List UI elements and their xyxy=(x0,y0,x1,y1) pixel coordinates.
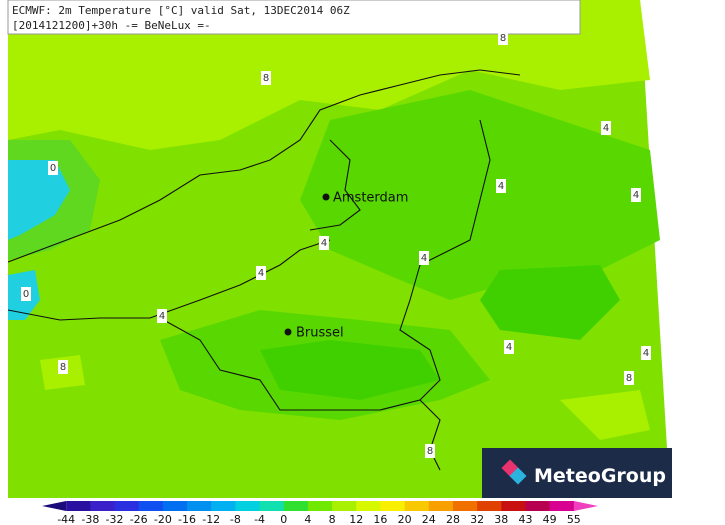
logo-icon xyxy=(501,459,527,485)
colorbar-segment xyxy=(211,501,236,511)
colorbar-segment xyxy=(332,501,357,511)
colorbar-segment xyxy=(283,501,309,511)
contour-label: 4 xyxy=(321,238,327,249)
contour-label: 0 xyxy=(50,163,56,174)
colorbar-tick-label: 20 xyxy=(398,513,412,525)
colorbar-segment xyxy=(162,501,188,511)
map-field xyxy=(7,0,670,498)
colorbar-tick-label: -12 xyxy=(202,513,220,525)
colorbar-segment xyxy=(42,501,67,511)
contour-label: 8 xyxy=(427,446,433,457)
contour-label: 8 xyxy=(626,373,632,384)
colorbar-segment xyxy=(90,501,116,511)
colorbar-segment xyxy=(259,501,285,511)
contour-label-box xyxy=(504,340,514,354)
colorbar-segment xyxy=(138,501,164,511)
city-dot xyxy=(322,193,330,201)
colorbar-segment xyxy=(452,501,478,511)
contour-label: 0 xyxy=(23,289,29,300)
contour-label: 4 xyxy=(159,311,165,322)
contour-label-box xyxy=(601,121,611,135)
colorbar-segment xyxy=(187,501,212,511)
colorbar-tick-label: 55 xyxy=(567,513,581,525)
contour-label-box xyxy=(498,31,508,45)
city-label: Amsterdam xyxy=(333,191,408,206)
colorbar-tick-label: -4 xyxy=(254,513,265,525)
colorbar-segment xyxy=(66,501,91,511)
contour-label-box xyxy=(157,309,167,323)
colorbar-segment xyxy=(404,501,430,511)
contour-label: 4 xyxy=(633,190,639,201)
colorbar-segment xyxy=(235,501,261,511)
colorbar-segment xyxy=(573,501,598,511)
colorbar-tick-label: 8 xyxy=(329,513,336,525)
colorbar-segment xyxy=(549,501,575,511)
contour-label-box xyxy=(319,236,329,250)
contour-label: 4 xyxy=(643,348,649,359)
colorbar-tick-label: -44 xyxy=(57,513,75,525)
colorbar-tick-label: 16 xyxy=(373,513,387,525)
colorbar-tick-label: -38 xyxy=(81,513,99,525)
contour-label-box xyxy=(496,179,506,193)
colorbar-tick-label: 43 xyxy=(518,513,532,525)
colorbar-tick-label: 28 xyxy=(446,513,460,525)
colorbar-segment xyxy=(428,501,454,511)
colorbar-tick-label: -16 xyxy=(178,513,196,525)
colorbar-segment xyxy=(307,501,333,511)
colorbar-tick-label: -32 xyxy=(106,513,124,525)
contour-label-box xyxy=(641,346,651,360)
colorbar-tick-label: -20 xyxy=(154,513,172,525)
colorbar-segment xyxy=(525,501,551,511)
colorbar-tick-label: 24 xyxy=(422,513,436,525)
header-box xyxy=(7,0,581,35)
colorbar-tick-label: 38 xyxy=(494,513,508,525)
colorbar-tick-label: 49 xyxy=(543,513,557,525)
colorbar-segment xyxy=(114,501,140,511)
colorbar-tick-label: 4 xyxy=(304,513,311,525)
colorbar-segment xyxy=(477,501,502,511)
colorbar-tick-label: 12 xyxy=(349,513,363,525)
contour-label: 8 xyxy=(60,362,66,373)
colorbar-segment xyxy=(356,501,381,511)
contour-label-box xyxy=(624,371,634,385)
contour-label: 4 xyxy=(498,181,504,192)
contour-label-box xyxy=(48,161,58,175)
contour-label: 8 xyxy=(500,33,506,44)
contour-label-box xyxy=(261,71,271,85)
contour-label: 4 xyxy=(506,342,512,353)
city-label: Brussel xyxy=(296,326,344,341)
contour-label-box xyxy=(58,360,68,374)
colorbar-tick-label: -8 xyxy=(230,513,241,525)
contour-label-box xyxy=(256,266,266,280)
header-title: ECMWF: 2m Temperature [°C] valid Sat, 13… xyxy=(12,4,350,17)
contour-label-box xyxy=(419,251,429,265)
colorbar-tick-label: 32 xyxy=(470,513,484,525)
contour-label-box xyxy=(21,287,31,301)
city-dot xyxy=(284,328,292,336)
contour-label: 4 xyxy=(603,123,609,134)
colorbar-segment xyxy=(380,501,406,511)
contour-label: 4 xyxy=(421,253,427,264)
contour-label: 4 xyxy=(258,268,264,279)
contour-label: 8 xyxy=(263,73,269,84)
contour-label-box xyxy=(631,188,641,202)
colorbar-tick-label: -26 xyxy=(130,513,148,525)
contour-label-box xyxy=(425,444,435,458)
colorbar-segment xyxy=(501,501,526,511)
logo-text: MeteoGroup xyxy=(534,465,666,487)
colorbar-tick-label: 0 xyxy=(280,513,287,525)
header-subtitle: [2014121200]+30h -= BeNeLux =- xyxy=(12,19,211,32)
